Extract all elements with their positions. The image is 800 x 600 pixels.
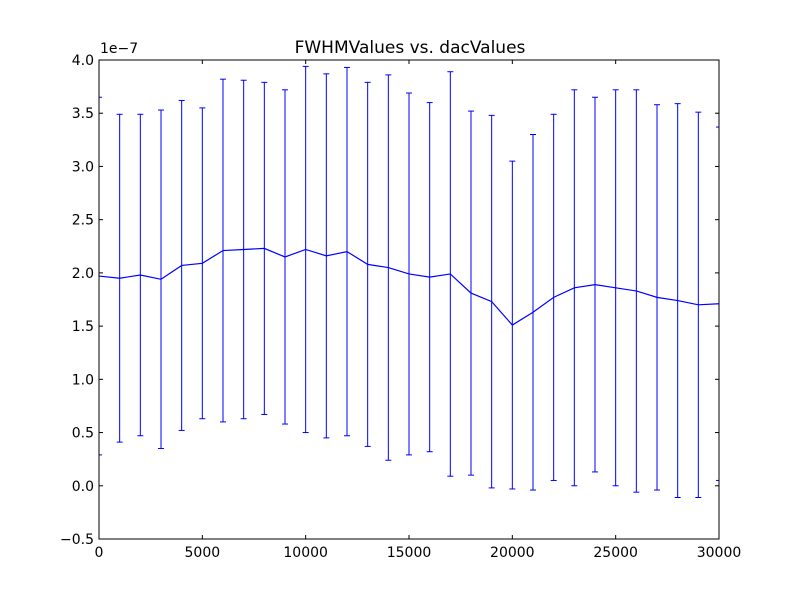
x-tick-label: 10000 <box>283 545 328 561</box>
y-tick-label: 2.0 <box>72 266 94 282</box>
y-tick-label: 4.0 <box>72 53 94 69</box>
x-tick-label: 20000 <box>490 545 535 561</box>
axes-layer: 0 5000 10000 15000 20000 25000 30000 −0.5 0.0 0.5… <box>60 53 741 561</box>
series-line <box>98 247 720 326</box>
y-tick-label: 0.5 <box>72 426 94 442</box>
y-tick-label: 1.5 <box>72 319 94 335</box>
x-tick-label: 25000 <box>593 545 638 561</box>
y-tick-label: 0.0 <box>72 479 94 495</box>
y-tick-label: 1.0 <box>72 372 94 388</box>
x-tick-label: 30000 <box>697 545 742 561</box>
y-tick-label: 3.5 <box>72 106 94 122</box>
series-layer <box>98 65 720 498</box>
x-tick-label: 5000 <box>185 545 221 561</box>
x-tick-label: 0 <box>95 545 104 561</box>
y-offset-label: 1e−7 <box>100 41 138 57</box>
y-tick-label: 2.5 <box>72 213 94 229</box>
y-tick-label: 3.0 <box>72 159 94 175</box>
x-tick-label: 15000 <box>387 545 432 561</box>
y-tick-label: −0.5 <box>60 532 94 548</box>
chart-title: FWHMValues vs. dacValues <box>295 38 526 58</box>
